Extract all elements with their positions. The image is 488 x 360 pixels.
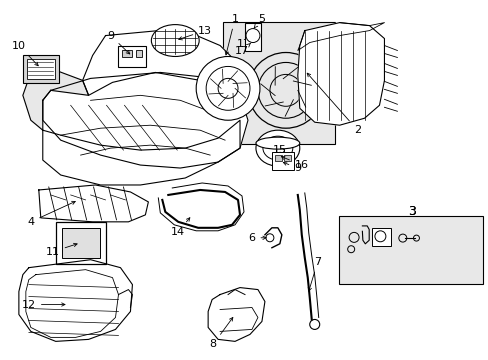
- Text: 9: 9: [283, 162, 301, 173]
- Text: 17: 17: [235, 43, 250, 56]
- Text: 2: 2: [306, 73, 360, 135]
- Bar: [61, 228, 100, 258]
- Bar: [118, 45, 146, 67]
- Text: 6: 6: [248, 233, 265, 243]
- Bar: [274, 155, 281, 161]
- Text: 17: 17: [236, 39, 253, 49]
- Text: 8: 8: [209, 318, 232, 349]
- Text: 9: 9: [107, 31, 129, 54]
- Text: 15: 15: [272, 144, 286, 154]
- Bar: [283, 155, 290, 161]
- Bar: [23, 55, 59, 84]
- Polygon shape: [82, 28, 240, 95]
- Bar: [136, 50, 142, 58]
- Ellipse shape: [151, 24, 199, 57]
- Text: 7: 7: [307, 257, 321, 291]
- Text: 3: 3: [407, 205, 415, 218]
- Text: 11: 11: [46, 243, 77, 257]
- Polygon shape: [297, 23, 384, 125]
- Text: 16: 16: [281, 156, 308, 170]
- Text: 14: 14: [171, 218, 189, 237]
- Text: 5: 5: [253, 14, 265, 28]
- Text: 13: 13: [179, 26, 212, 40]
- Polygon shape: [42, 72, 247, 168]
- Circle shape: [309, 319, 319, 329]
- Text: 4: 4: [27, 201, 75, 227]
- Text: 15: 15: [272, 144, 286, 154]
- Polygon shape: [23, 68, 88, 130]
- Ellipse shape: [255, 137, 299, 149]
- Bar: [56, 222, 105, 264]
- Polygon shape: [19, 260, 132, 341]
- Bar: [122, 50, 132, 58]
- Text: 10: 10: [12, 41, 38, 66]
- Ellipse shape: [255, 130, 299, 166]
- Bar: [222, 22, 334, 144]
- Bar: [271, 152, 293, 170]
- Circle shape: [196, 57, 260, 120]
- Polygon shape: [208, 288, 264, 341]
- Circle shape: [265, 234, 273, 242]
- Bar: [339, 216, 482, 284]
- Circle shape: [248, 33, 253, 38]
- Polygon shape: [42, 120, 240, 185]
- Polygon shape: [39, 185, 148, 222]
- Text: 1: 1: [224, 14, 238, 55]
- Bar: [27, 59, 55, 80]
- Bar: [371, 228, 390, 246]
- Text: 3: 3: [407, 205, 415, 218]
- Bar: [244, 23, 261, 50]
- Text: 12: 12: [22, 300, 65, 310]
